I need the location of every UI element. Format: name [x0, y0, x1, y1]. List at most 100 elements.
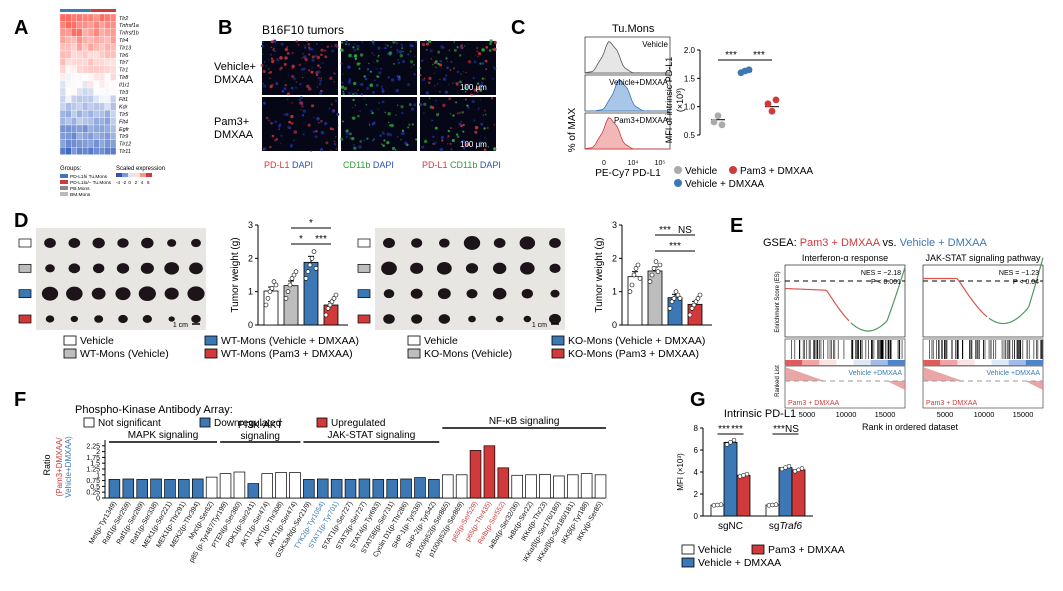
panel-c-legend: Vehicle Pam3 + DMXAA Vehicle + DMXAA [674, 166, 813, 190]
ytick-label: 3 [248, 220, 253, 230]
micrograph-dot [372, 91, 375, 94]
micrograph-dot [396, 75, 400, 78]
sig-label: *** [718, 424, 730, 435]
data-point [289, 276, 295, 281]
heatmap-cell [99, 124, 105, 133]
micrograph-dot [307, 87, 312, 91]
micrograph-dot [358, 145, 362, 149]
micrograph-dot [303, 55, 307, 59]
micrograph-dot [280, 134, 283, 137]
micrograph-dot [395, 114, 397, 116]
micrograph-dot [466, 104, 469, 107]
micrograph-dot [472, 77, 475, 80]
micrograph-dot [272, 47, 275, 50]
micrograph-dot [437, 62, 440, 66]
heatmap-cell [65, 43, 72, 52]
data-point [697, 292, 703, 298]
scale-swatch [146, 173, 152, 177]
micrograph-dot [269, 70, 273, 74]
micrograph-dot [413, 64, 415, 66]
heatmap-cell [93, 117, 100, 126]
micrograph-dot [487, 145, 490, 148]
micrograph-dot [436, 83, 439, 85]
heatmap-cell [87, 43, 94, 52]
heatmap-cell [76, 87, 83, 96]
micrograph-dot [374, 79, 376, 82]
heatmap-color-scale: -4 -2 0 2 4 6 [116, 173, 152, 185]
panel-f-legend: Not significant Downregulated Upregulated [83, 417, 385, 429]
tumor [164, 262, 180, 275]
gsea-ylabel-bottom: Ranked List [775, 365, 781, 397]
micrograph-dot [286, 46, 289, 49]
legend-swatch [83, 417, 95, 428]
heatmap-cell [82, 80, 89, 89]
bar [400, 478, 412, 499]
heatmap-cell [93, 102, 100, 111]
micrograph-dot [387, 76, 390, 79]
micrograph-dot [481, 61, 485, 65]
rank-gradient [887, 360, 906, 365]
micrograph-dot [377, 108, 379, 110]
ytick-label: 2 [248, 253, 253, 263]
data-point [263, 302, 269, 308]
micrograph-dot [299, 101, 303, 105]
data-point [772, 96, 780, 104]
data-point [631, 272, 637, 278]
heatmap-cell [93, 95, 100, 103]
heatmap-groups-title: Groups: [60, 166, 82, 172]
micrograph-dot [482, 114, 485, 116]
micrograph-dot [476, 90, 479, 94]
micrograph-dot [324, 121, 328, 126]
micrograph-dot [347, 65, 351, 69]
tumor-weight-chart-ko: 0 1 2 3 Tumor weight (g) *** NS *** [594, 220, 712, 330]
micrograph-dot [473, 88, 477, 92]
micrograph-dot [308, 53, 311, 56]
row-swatch [357, 289, 371, 299]
micrograph-dot [408, 103, 412, 107]
scale-swatch [140, 173, 146, 177]
heatmap-cell [87, 110, 94, 118]
micrograph-dot [281, 89, 285, 93]
micrograph-dot [316, 55, 320, 60]
legend-label: Vehicle [424, 335, 458, 347]
micrograph-dot [272, 59, 275, 62]
rank-gradient [870, 360, 889, 365]
heatmap-cell [71, 139, 77, 148]
sig-label: NS [678, 225, 692, 236]
tumor [492, 262, 507, 275]
micrograph-dot [265, 65, 267, 67]
group-swatch [60, 186, 68, 190]
micrograph-dot [490, 97, 494, 100]
tumor [138, 286, 156, 301]
micrograph-dot [263, 147, 267, 151]
micrograph-dot [455, 82, 459, 86]
y-axis-label: Tumor weight (g) [230, 237, 241, 312]
scale-tick: -2 [122, 180, 126, 185]
gsea-xtick: 5000 [937, 410, 954, 419]
heatmap-cell [65, 73, 72, 81]
micrograph-dot [270, 57, 274, 60]
legend-label: Vehicle [698, 544, 732, 556]
bar [469, 450, 482, 499]
tumor [117, 238, 129, 248]
micrograph-dot [333, 142, 337, 146]
micrograph-dot [356, 44, 360, 49]
data-point [731, 437, 737, 443]
group-label: NF-κB signaling [489, 416, 560, 427]
tumor [438, 314, 451, 324]
micrograph-dot [464, 98, 467, 101]
micrograph-dot [396, 48, 400, 52]
micrograph-dot [472, 93, 476, 96]
tumor [91, 287, 106, 300]
micrograph-dot [283, 62, 287, 66]
heatmap-cell [71, 124, 77, 133]
data-point [633, 266, 639, 271]
micrograph-dot [437, 50, 441, 54]
heatmap-cell [65, 124, 72, 133]
micrograph-dot [315, 74, 318, 77]
scale-tick: 4 [141, 180, 144, 185]
